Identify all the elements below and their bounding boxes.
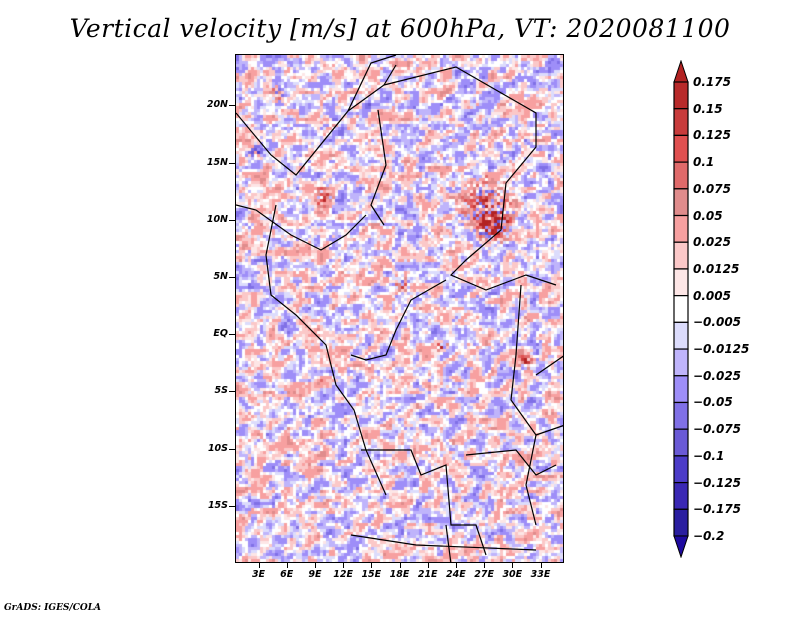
lon-tick-label: 33E bbox=[530, 569, 551, 580]
lon-tick-label: 21E bbox=[417, 569, 438, 580]
colorbar-segment bbox=[673, 321, 689, 350]
map-plot-area bbox=[235, 54, 564, 563]
lat-tick-label: 5N bbox=[213, 271, 228, 283]
boundary-line bbox=[347, 64, 397, 112]
boundary-line bbox=[236, 204, 367, 251]
lon-tick bbox=[455, 563, 457, 568]
lat-tick-label: 5S bbox=[214, 385, 228, 397]
lat-tick-label: 15S bbox=[207, 499, 228, 511]
lon-tick bbox=[286, 563, 288, 568]
lon-tick-label: 6E bbox=[280, 569, 294, 580]
lon-tick-label: 18E bbox=[389, 569, 410, 580]
colorbar-segment bbox=[673, 81, 689, 110]
colorbar-lower-extend bbox=[673, 535, 689, 558]
lat-tick bbox=[229, 105, 235, 107]
lon-tick-label: 12E bbox=[333, 569, 353, 580]
boundary-line bbox=[510, 284, 537, 526]
colorbar-segment bbox=[673, 108, 689, 137]
colorbar-label: 0.1 bbox=[693, 155, 715, 170]
lat-tick bbox=[229, 219, 235, 221]
lat-tick-label: 10S bbox=[207, 442, 228, 454]
colorbar-label: 0.0125 bbox=[693, 261, 740, 276]
boundary-line bbox=[445, 524, 452, 562]
lon-tick bbox=[399, 563, 401, 568]
colorbar-segment bbox=[673, 375, 689, 404]
colorbar-segment bbox=[673, 295, 689, 323]
colorbar-label: 0.15 bbox=[693, 101, 723, 116]
lat-tick-label: 20N bbox=[206, 99, 228, 111]
colorbar bbox=[673, 60, 689, 558]
boundary-line bbox=[236, 55, 397, 176]
country-borders bbox=[236, 55, 563, 562]
lon-tick-label: 30E bbox=[502, 569, 523, 580]
colorbar-label: 0.005 bbox=[693, 288, 731, 303]
colorbar-segment bbox=[673, 455, 689, 484]
vertical-velocity-field bbox=[236, 55, 563, 562]
colorbar-segment bbox=[673, 134, 689, 163]
lon-tick bbox=[314, 563, 316, 568]
colorbar-label: 0.05 bbox=[693, 208, 723, 223]
colorbar-label: 0.125 bbox=[693, 128, 731, 143]
boundary-line bbox=[449, 182, 557, 291]
lat-tick bbox=[229, 277, 235, 279]
colorbar-label: 0.075 bbox=[693, 181, 731, 196]
colorbar-label: −0.125 bbox=[693, 475, 742, 490]
boundary-line bbox=[370, 109, 387, 226]
colorbar-segment bbox=[673, 348, 689, 377]
lat-tick bbox=[229, 448, 235, 450]
lon-tick bbox=[371, 563, 373, 568]
boundary-line bbox=[350, 534, 537, 551]
lon-tick bbox=[540, 563, 542, 568]
colorbar-segment bbox=[673, 161, 689, 190]
lon-tick bbox=[258, 563, 260, 568]
colorbar-label: 0.025 bbox=[693, 235, 731, 250]
colorbar-label: −0.05 bbox=[693, 395, 733, 410]
lon-tick bbox=[512, 563, 514, 568]
chart-title: Vertical velocity [m/s] at 600hPa, VT: 2… bbox=[69, 14, 731, 43]
grads-credit: GrADS: IGES/COLA bbox=[4, 603, 102, 613]
lat-tick bbox=[229, 162, 235, 164]
colorbar-upper-extend bbox=[673, 60, 689, 83]
colorbar-label: −0.005 bbox=[693, 315, 742, 330]
colorbar-label: −0.175 bbox=[693, 502, 742, 517]
boundary-line bbox=[265, 204, 387, 496]
boundary-line bbox=[361, 449, 487, 556]
colorbar-segment bbox=[673, 214, 689, 243]
lon-tick bbox=[343, 563, 345, 568]
lat-tick bbox=[229, 391, 235, 393]
boundary-line bbox=[350, 279, 447, 361]
colorbar-segment bbox=[673, 428, 689, 457]
colorbar-segment bbox=[673, 188, 689, 217]
lat-tick-label: 15N bbox=[206, 156, 228, 168]
colorbar-label: −0.2 bbox=[693, 529, 725, 543]
boundary-line bbox=[465, 449, 557, 476]
lat-tick bbox=[229, 334, 235, 336]
colorbar-label: −0.0125 bbox=[693, 342, 750, 357]
boundary-line bbox=[383, 66, 537, 184]
lat-tick-label: 10N bbox=[206, 213, 228, 225]
colorbar-label: −0.025 bbox=[693, 368, 742, 383]
boundary-line bbox=[535, 425, 563, 436]
colorbar-segment bbox=[673, 268, 689, 297]
lon-tick bbox=[427, 563, 429, 568]
lon-tick-label: 15E bbox=[361, 569, 382, 580]
colorbar-segment bbox=[673, 401, 689, 430]
colorbar-segment bbox=[673, 481, 689, 510]
boundary-line bbox=[535, 355, 563, 376]
lat-tick-label: EQ bbox=[213, 328, 228, 340]
colorbar-segment bbox=[673, 508, 689, 537]
colorbar-label: −0.075 bbox=[693, 422, 742, 437]
colorbar-label: 0.175 bbox=[693, 75, 731, 89]
lon-tick-label: 3E bbox=[251, 569, 266, 580]
lat-tick bbox=[229, 505, 235, 507]
colorbar-label: −0.1 bbox=[693, 448, 725, 463]
lon-tick-label: 24E bbox=[446, 569, 466, 580]
lon-tick-label: 9E bbox=[308, 569, 322, 580]
lon-tick-label: 27E bbox=[474, 569, 494, 580]
lon-tick bbox=[484, 563, 486, 568]
colorbar-segment bbox=[673, 241, 689, 270]
